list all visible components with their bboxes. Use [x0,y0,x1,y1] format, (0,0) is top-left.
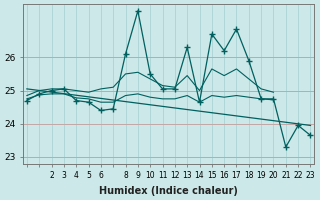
X-axis label: Humidex (Indice chaleur): Humidex (Indice chaleur) [99,186,238,196]
